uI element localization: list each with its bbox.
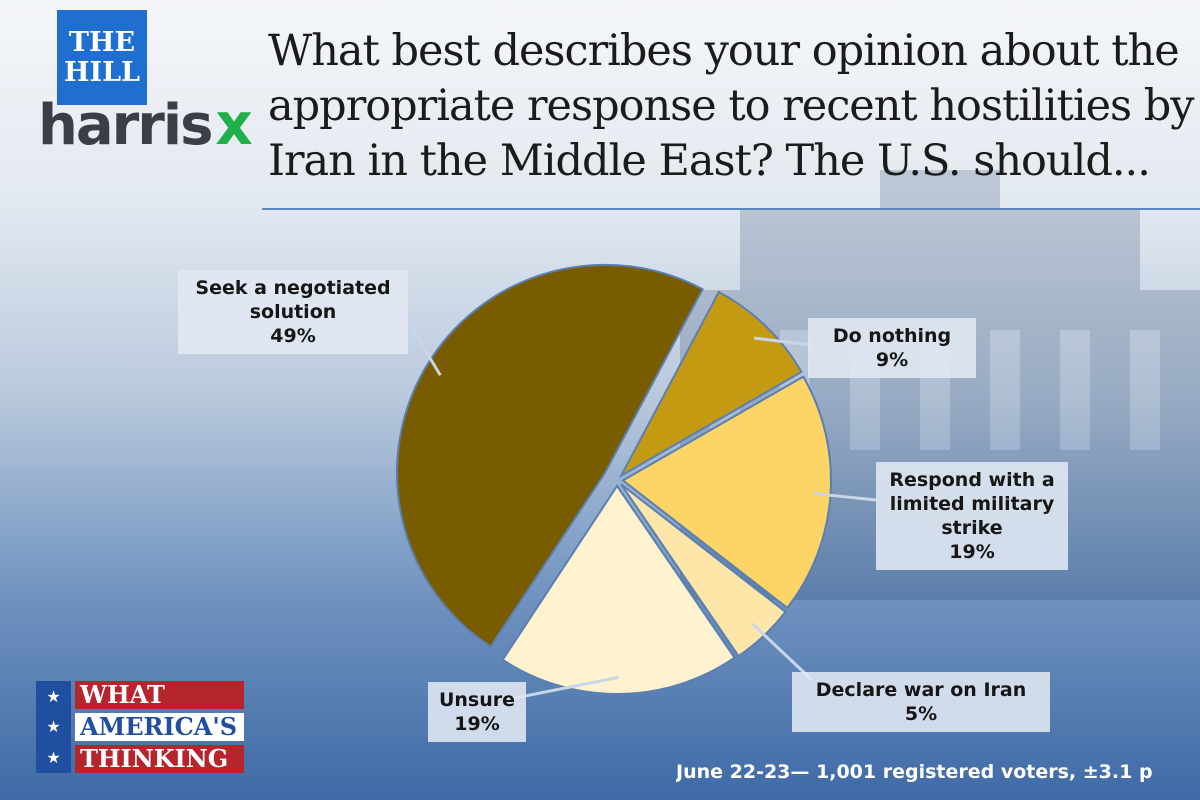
pie-slice (501, 484, 736, 695)
harrisx-logo: harrisx (38, 90, 253, 160)
footer-methodology: June 22-23— 1,001 registered voters, ±3.… (676, 761, 1153, 783)
wat-line-americas: AMERICA'S (75, 713, 244, 741)
label-value: 49% (270, 325, 316, 347)
harrisx-logo-harris: harris (38, 93, 213, 158)
label-value: 19% (949, 541, 995, 563)
label-value: 5% (904, 703, 938, 725)
label-name: Do nothing (832, 325, 952, 347)
label-unsure: Unsure 19% (428, 682, 526, 742)
question-title: What best describes your opinion about t… (268, 26, 1195, 186)
harrisx-logo-x: x (215, 90, 252, 158)
label-name: Respond with a limited military strike (889, 469, 1055, 539)
label-declare-war: Declare war on Iran 5% (792, 672, 1050, 732)
the-hill-logo-text: THE HILL (63, 26, 141, 88)
stars-column: ★ ★ ★ (36, 681, 71, 773)
label-name: Seek a negotiated solution (195, 277, 391, 323)
leader-line (408, 324, 442, 377)
leader-line (813, 492, 877, 502)
label-do-nothing: Do nothing 9% (808, 318, 976, 378)
label-limited-military-strike: Respond with a limited military strike 1… (876, 462, 1068, 570)
title-divider (262, 208, 1200, 210)
pie-slice (395, 263, 704, 648)
label-value: 9% (875, 349, 909, 371)
label-seek-negotiated-solution: Seek a negotiated solution 49% (178, 270, 408, 354)
label-name: Declare war on Iran (815, 679, 1027, 701)
label-name: Unsure (438, 689, 516, 711)
wat-line-thinking: THINKING (75, 745, 244, 773)
star-icon: ★ (46, 748, 61, 768)
star-icon: ★ (46, 717, 61, 737)
wat-line-what: WHAT (75, 681, 244, 709)
what-americas-thinking-logo: ★ ★ ★ WHAT AMERICA'S THINKING (36, 681, 244, 773)
the-hill-logo: THE HILL (57, 10, 147, 105)
star-icon: ★ (46, 686, 61, 706)
leader-line (751, 622, 814, 682)
leader-line (754, 336, 813, 347)
label-value: 19% (454, 713, 500, 735)
